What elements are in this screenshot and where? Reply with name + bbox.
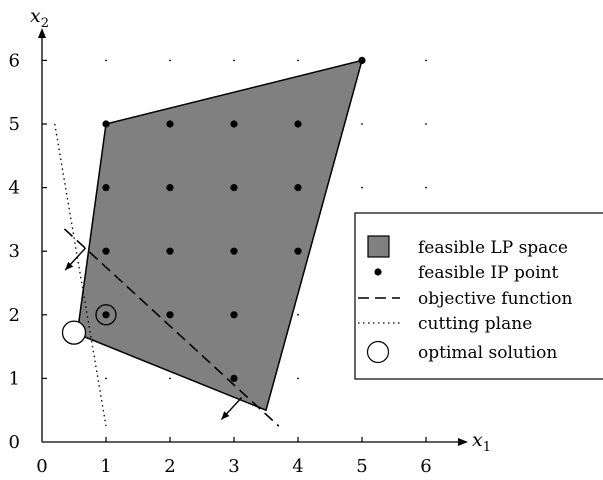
ip-point (230, 247, 238, 255)
ip-point (102, 247, 110, 255)
x-axis-title: x1 (472, 429, 491, 455)
x-tick-label: 3 (228, 456, 239, 477)
lattice-dot (169, 59, 171, 62)
ip-point (102, 120, 110, 128)
lattice-dot (425, 59, 427, 62)
feasible-region (76, 59, 364, 412)
ip-point (294, 120, 302, 128)
lattice-dot (425, 123, 427, 125)
lattice-dot (105, 59, 107, 62)
lattice-dot (361, 123, 363, 125)
y-tick-label: 4 (9, 178, 20, 199)
ip-point (230, 120, 238, 128)
lattice-dot (233, 59, 235, 62)
y-tick-label: 1 (9, 368, 20, 389)
ip-point (166, 184, 174, 192)
ip-point (230, 184, 238, 192)
x-tick-label: 0 (36, 456, 47, 477)
y-axis-title: x2 (30, 5, 49, 31)
ip-point (166, 247, 174, 255)
lattice-dot (297, 377, 299, 380)
x-tick-label: 6 (420, 456, 431, 477)
x-tick-label: 1 (100, 456, 111, 477)
x-tick-label: 4 (292, 456, 303, 477)
ip-point (166, 311, 174, 319)
ip-point (102, 311, 110, 319)
arrow-head (65, 261, 74, 271)
x-tick-label: 5 (356, 456, 367, 477)
legend-label-ip: feasible IP point (418, 263, 558, 283)
y-tick-label: 3 (9, 241, 20, 262)
legend-swatch-lp (367, 235, 390, 258)
x-axis-arrow (458, 438, 468, 446)
legend-swatch-optimal (366, 340, 390, 364)
y-axis-arrow (38, 28, 46, 38)
ip-points (102, 56, 366, 382)
lines-layer (54, 123, 280, 427)
lattice-dot (169, 377, 171, 380)
lattice-dot (425, 186, 427, 189)
legend-swatch-ip (374, 268, 382, 276)
markers-layer (61, 304, 117, 345)
y-tick-label: 2 (9, 305, 20, 326)
ip-point (294, 184, 302, 192)
y-tick-label: 5 (9, 114, 20, 135)
ip-point (358, 56, 366, 64)
ip-point (230, 374, 238, 382)
optimal-solution-circle (61, 320, 87, 345)
ip-point (230, 311, 238, 319)
legend: feasible LP space feasible IP point obje… (354, 212, 603, 380)
axes: 0 1 2 3 4 5 6 0 1 2 3 4 5 6 (9, 28, 468, 477)
objective-function-line (63, 228, 280, 427)
legend-box (354, 212, 603, 380)
legend-label-lp: feasible LP space (418, 238, 568, 258)
region-layer (76, 59, 364, 412)
lattice-dot (297, 313, 299, 316)
arrow-head (221, 411, 230, 420)
legend-label-cutting: cutting plane (418, 314, 532, 334)
legend-label-optimal: optimal solution (418, 343, 557, 363)
cutting-plane-line (54, 123, 107, 427)
ip-point (102, 184, 110, 192)
y-tick-label: 6 (9, 50, 20, 71)
ip-point (294, 247, 302, 255)
y-tick-label: 0 (9, 432, 20, 453)
ip-point (166, 120, 174, 128)
lattice-dot (361, 186, 363, 189)
x-tick-label: 2 (164, 456, 175, 477)
legend-label-objective: objective function (418, 289, 573, 309)
ip-highlight-circle (95, 304, 117, 326)
lattice-dot (297, 59, 299, 62)
lattice-dot (105, 377, 107, 380)
